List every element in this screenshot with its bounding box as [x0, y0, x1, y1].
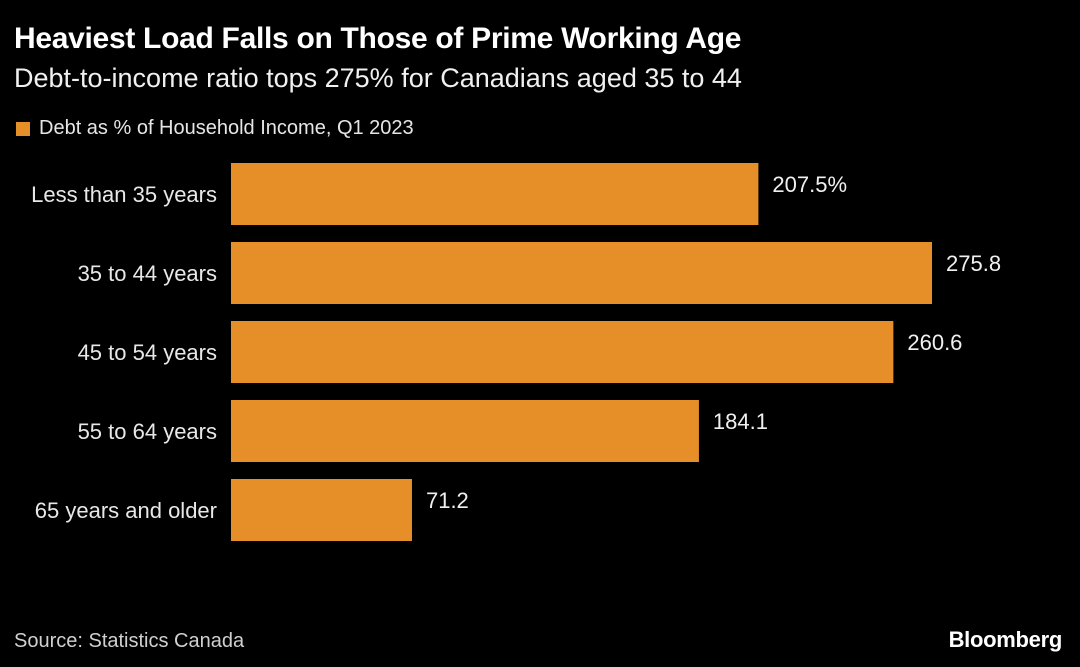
category-label: 55 to 64 years: [78, 419, 217, 444]
value-label: 207.5%: [772, 172, 847, 197]
value-label: 275.8: [946, 251, 1001, 276]
bar: [231, 321, 894, 383]
value-label: 260.6: [907, 330, 962, 355]
value-label: 71.2: [426, 488, 469, 513]
bloomberg-logo: Bloomberg: [948, 627, 1063, 652]
legend-swatch: [16, 121, 30, 136]
value-label: 184.1: [713, 409, 768, 434]
bar: [231, 479, 412, 541]
category-label: Less than 35 years: [31, 182, 217, 207]
legend: Debt as % of Household Income, Q1 2023: [16, 117, 414, 140]
chart-subtitle: Debt-to-income ratio tops 275% for Canad…: [14, 63, 742, 93]
category-label: 65 years and older: [35, 498, 217, 523]
chart-title: Heaviest Load Falls on Those of Prime Wo…: [14, 22, 742, 55]
source-note: Source: Statistics Canada: [14, 630, 245, 652]
bar: [231, 163, 759, 225]
bar: [231, 400, 699, 462]
category-label: 45 to 54 years: [78, 340, 217, 365]
bars-layer: Less than 35 years 207.5% 35 to 44 years 27…: [31, 163, 1001, 541]
category-label: 35 to 44 years: [78, 261, 217, 286]
bar: [231, 242, 932, 304]
legend-label: Debt as % of Household Income, Q1 2023: [39, 117, 414, 139]
